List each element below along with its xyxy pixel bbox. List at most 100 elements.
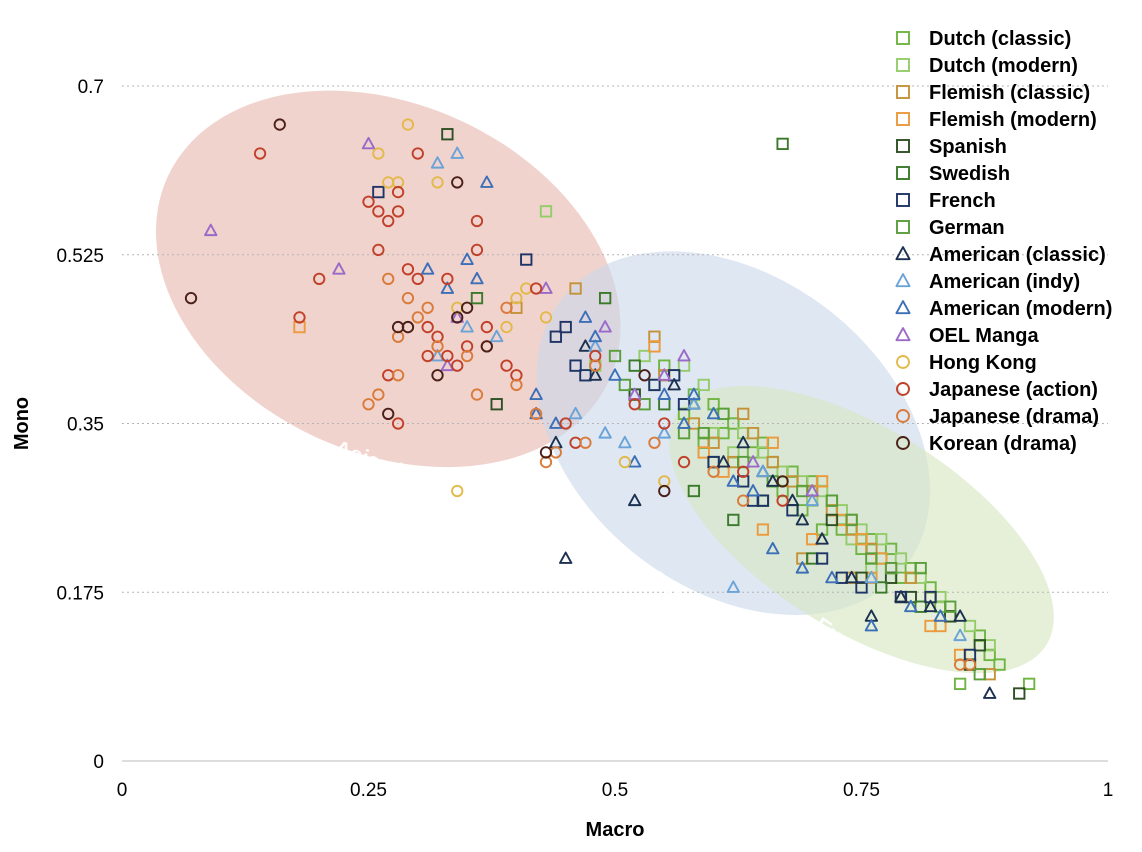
point-japanese-action-15 <box>451 359 464 372</box>
point-flemish-modern-7 <box>855 533 868 546</box>
point-american-indy-7 <box>618 435 632 449</box>
point-flemish-modern-16 <box>756 523 770 536</box>
point-american-modern-7 <box>578 310 593 323</box>
point-german-0 <box>608 349 622 363</box>
point-korean-drama-12 <box>451 311 464 324</box>
point-american-modern-3 <box>480 175 494 188</box>
point-hong-kong-3 <box>401 118 415 131</box>
point-flemish-modern-14 <box>806 533 819 546</box>
point-american-indy-8 <box>657 426 671 439</box>
point-japanese-drama-19 <box>707 465 720 478</box>
point-japanese-drama-22 <box>963 658 977 671</box>
point-japanese-drama-5 <box>401 291 415 305</box>
series-korean-drama <box>184 118 789 498</box>
y-tick-label-2: 0.35 <box>67 415 104 436</box>
point-oel-manga-3 <box>440 358 455 372</box>
legend-label-japanese-action: Japanese (action) <box>929 379 1098 401</box>
point-oel-manga-1 <box>332 262 346 275</box>
point-german-7 <box>845 513 858 527</box>
point-dutch-modern-19 <box>539 205 553 218</box>
point-german-13 <box>697 426 710 440</box>
y-tick-label-4: 0.7 <box>78 77 104 98</box>
legend-label-dutch-modern: Dutch (modern) <box>929 55 1078 77</box>
point-american-indy-0 <box>430 156 445 169</box>
series-hong-kong <box>372 118 671 498</box>
point-american-indy-2 <box>430 349 445 362</box>
point-japanese-action-30 <box>776 494 789 507</box>
legend-marker-french <box>896 193 910 207</box>
x-tick-label-2: 0.5 <box>602 780 628 801</box>
point-swedish-5 <box>687 484 701 498</box>
point-american-modern-19 <box>864 619 879 632</box>
legend-marker-german <box>896 220 910 234</box>
point-hong-kong-7 <box>510 291 523 305</box>
point-american-indy-12 <box>805 493 819 507</box>
axis-layer: 0 0.175 0.35 0.525 0.7 0 0.25 0.5 0.75 1 Macro Mono <box>11 77 1113 841</box>
legend-label-flemish-classic: Flemish (classic) <box>929 82 1090 104</box>
point-japanese-drama-20 <box>737 494 750 507</box>
point-french-7 <box>677 398 691 411</box>
point-swedish-3 <box>628 359 641 372</box>
point-oel-manga-11 <box>805 484 819 497</box>
point-american-classic-15 <box>923 599 938 613</box>
point-japanese-drama-13 <box>510 378 523 392</box>
legend-marker-spanish <box>896 139 910 153</box>
point-american-modern-1 <box>440 281 455 294</box>
point-japanese-action-28 <box>677 455 691 469</box>
point-french-4 <box>569 359 582 372</box>
series-american-modern <box>420 175 948 632</box>
point-dutch-modern-16 <box>638 349 651 363</box>
point-japanese-action-0 <box>253 147 267 160</box>
point-japanese-drama-23 <box>529 407 543 421</box>
legend-label-american-classic: American (classic) <box>929 244 1106 266</box>
point-hong-kong-9 <box>539 311 553 324</box>
point-spanish-1 <box>490 398 503 411</box>
point-japanese-drama-3 <box>391 369 405 382</box>
y-tick-label-1: 0.175 <box>56 583 104 604</box>
point-american-classic-1 <box>578 339 593 352</box>
point-german-11 <box>944 600 957 613</box>
point-american-modern-18 <box>825 570 839 584</box>
point-swedish-2 <box>598 291 612 305</box>
point-hong-kong-0 <box>372 147 385 160</box>
point-flemish-modern-4 <box>766 436 779 449</box>
x-axis-title: Macro <box>586 819 645 841</box>
point-american-modern-5 <box>529 387 543 401</box>
point-swedish-1 <box>470 291 484 305</box>
x-tick-label-0: 0 <box>117 780 128 801</box>
point-french-12 <box>815 552 829 565</box>
point-american-classic-0 <box>559 551 573 564</box>
point-american-modern-10 <box>628 455 642 468</box>
point-korean-drama-5 <box>451 176 464 189</box>
point-american-indy-15 <box>598 426 612 439</box>
y-axis-title: Mono <box>11 397 33 450</box>
legend-marker-dutch-modern <box>896 58 910 72</box>
point-flemish-modern-5 <box>815 475 829 488</box>
point-spanish-0 <box>441 128 454 141</box>
point-korean-drama-13 <box>401 320 415 334</box>
point-american-modern-16 <box>766 541 780 555</box>
point-american-modern-15 <box>746 484 760 497</box>
point-swedish-6 <box>727 513 740 527</box>
point-german-6 <box>825 494 839 507</box>
point-dutch-classic-15 <box>727 417 740 430</box>
point-american-indy-14 <box>953 628 967 642</box>
region-asian-vls <box>155 90 621 468</box>
point-japanese-action-7 <box>391 205 405 218</box>
point-american-modern-14 <box>726 474 740 487</box>
point-japanese-action-22 <box>529 282 543 295</box>
point-flemish-classic-6 <box>766 455 779 469</box>
x-tick-label-4: 1 <box>1103 780 1114 801</box>
point-american-indy-13 <box>864 570 879 584</box>
point-japanese-drama-2 <box>382 272 395 286</box>
point-french-1 <box>520 253 533 266</box>
point-french-6 <box>648 378 661 392</box>
point-japanese-action-27 <box>658 417 671 430</box>
point-japanese-action-4 <box>372 243 385 257</box>
point-spanish-5 <box>825 513 839 527</box>
legend-label-french: French <box>929 190 996 212</box>
point-flemish-modern-1 <box>648 340 661 353</box>
point-american-classic-12 <box>844 570 859 584</box>
point-american-indy-9 <box>687 397 701 410</box>
